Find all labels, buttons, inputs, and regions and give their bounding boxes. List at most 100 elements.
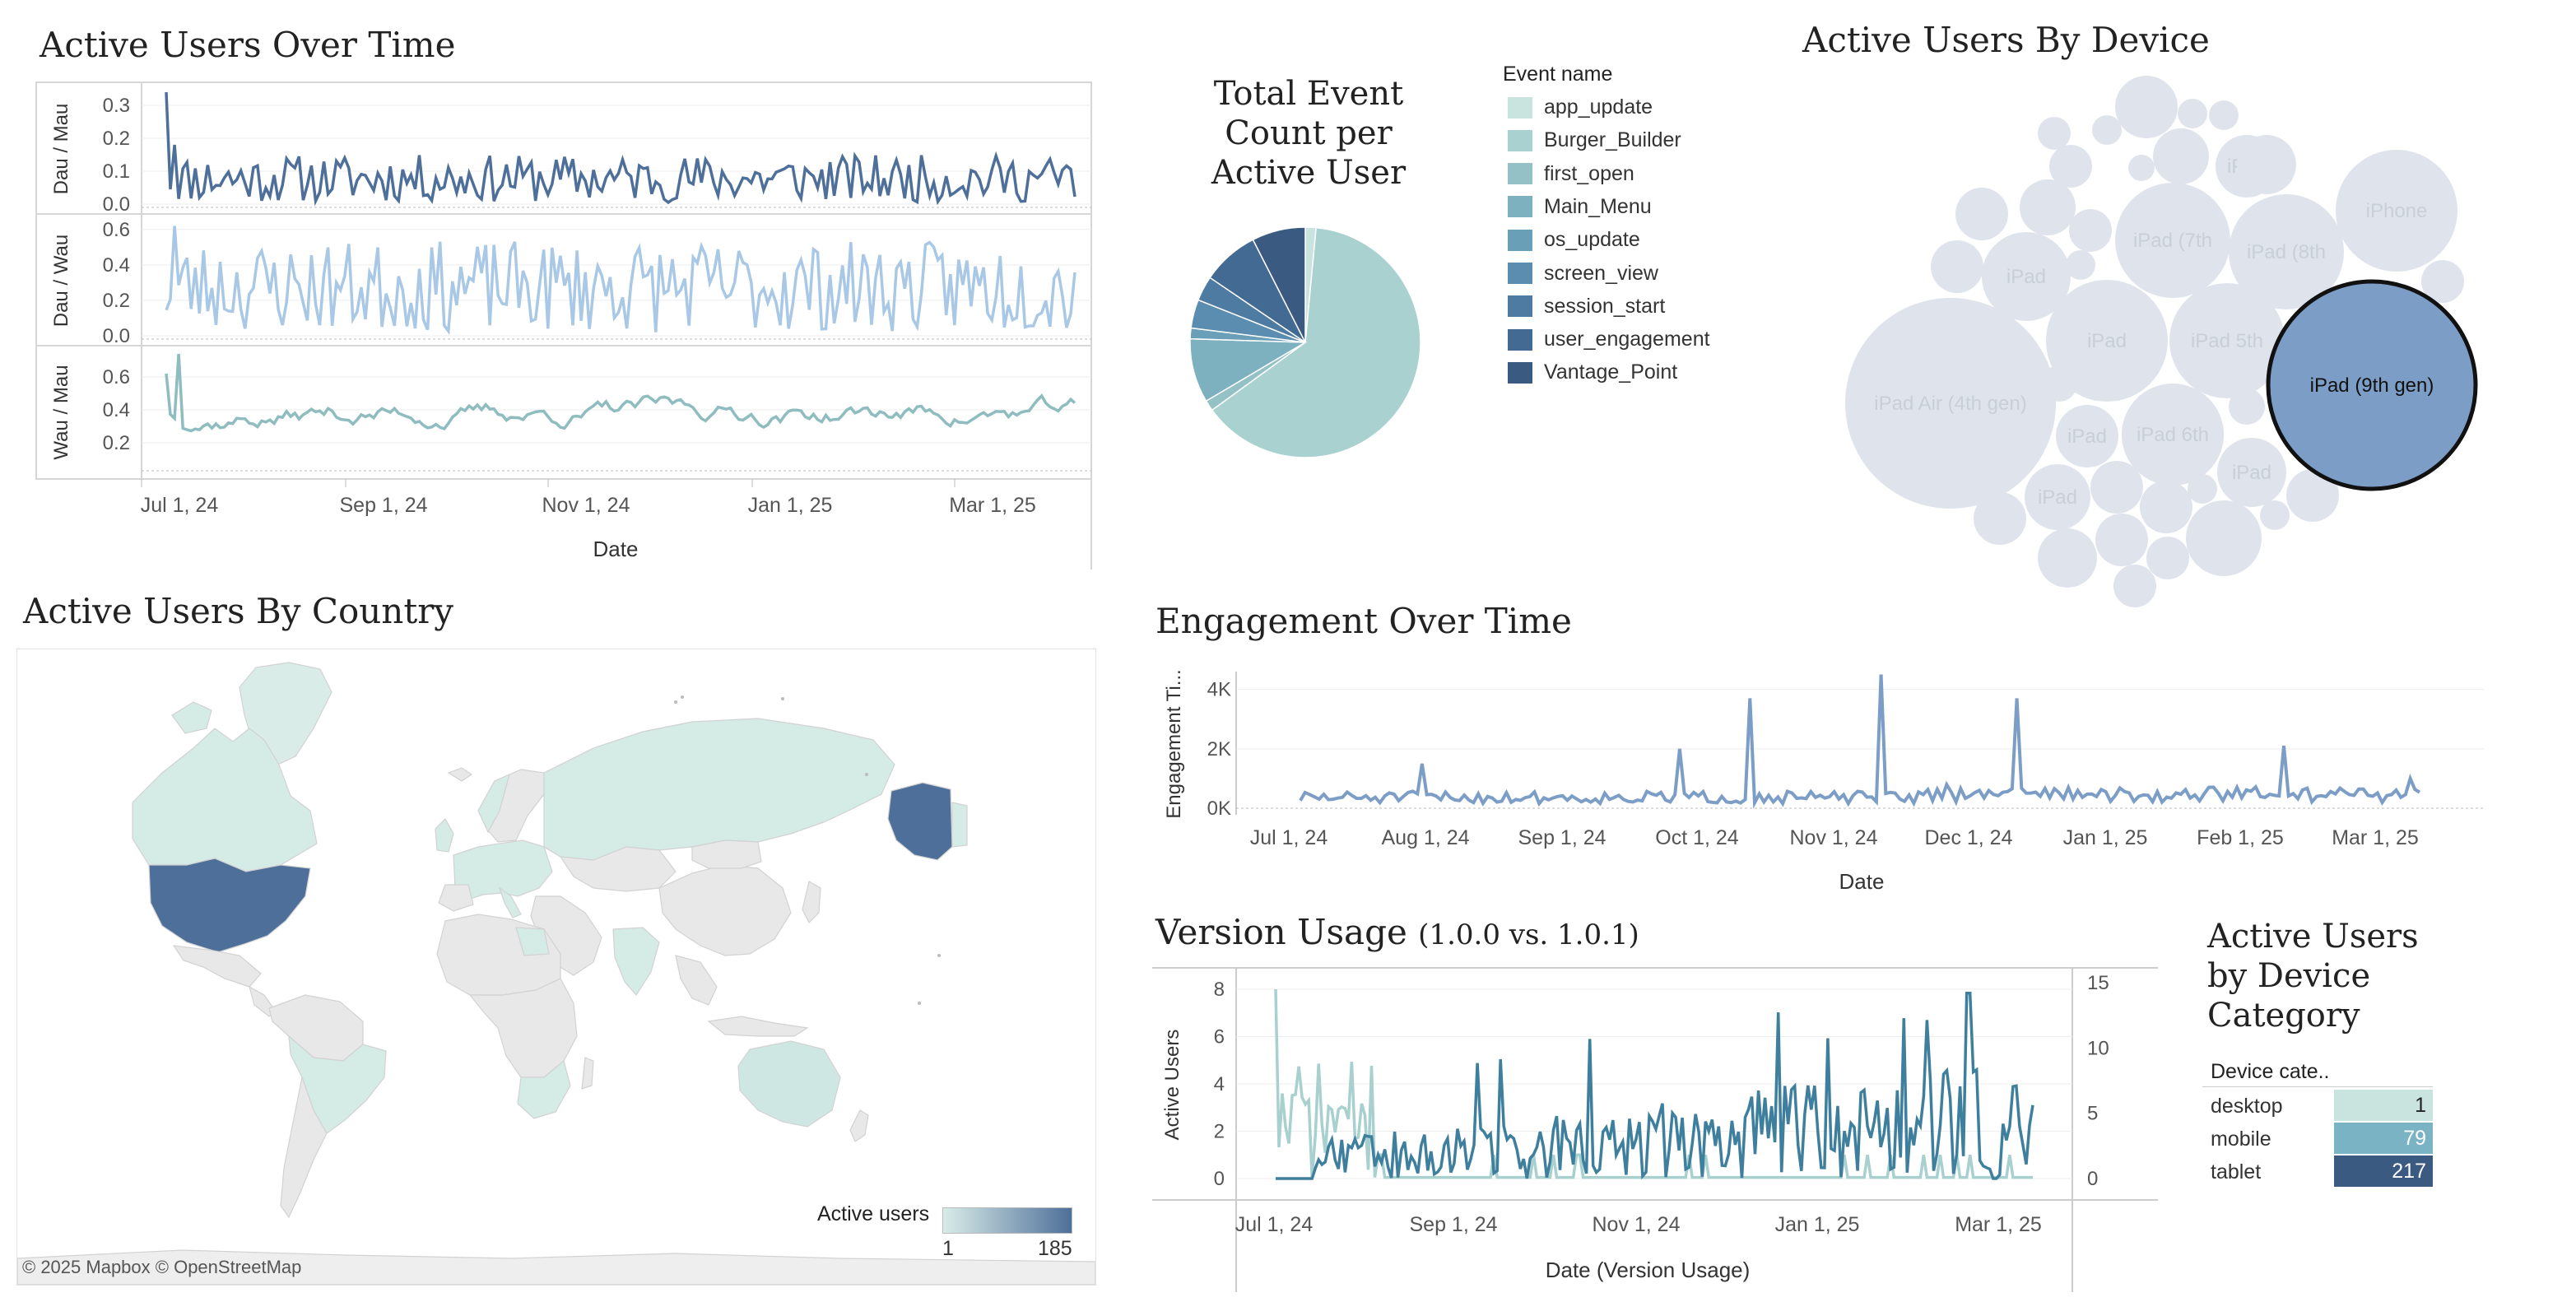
map-region-kazakhstan[interactable] — [559, 846, 677, 892]
bubble[interactable] — [2115, 183, 2230, 298]
bubble[interactable] — [2122, 384, 2224, 486]
map-region-mexico[interactable] — [172, 945, 262, 988]
pie-slice-vantage-point[interactable] — [1252, 226, 1306, 343]
bubble[interactable] — [2025, 464, 2090, 530]
legend-item-screen-view[interactable]: screen_view — [1508, 262, 1658, 286]
map-region-uk[interactable] — [435, 818, 454, 853]
legend-item-first-open[interactable]: first_open — [1508, 162, 1634, 186]
legend-item-session-start[interactable]: session_start — [1508, 295, 1665, 319]
bubble[interactable] — [2049, 145, 2092, 188]
bubble[interactable] — [1955, 188, 2008, 240]
map-region-south-america-south[interactable] — [280, 1075, 328, 1219]
active-users-over-time-chart[interactable]: Dau / Mau 0.3 0.2 0.1 0.0 Dau / Wau 0.6 0.4 0.2 0… — [0, 66, 1119, 576]
bubble[interactable] — [2229, 388, 2265, 425]
map-region-egypt[interactable] — [515, 927, 550, 956]
bubble[interactable] — [2113, 565, 2156, 607]
device-category-header[interactable]: Device cate.. — [2211, 1060, 2330, 1083]
au-ylabel: Wau / Mau — [50, 365, 72, 459]
bubble[interactable] — [2115, 76, 2178, 138]
legend-item-main-menu[interactable]: Main_Menu — [1508, 195, 1652, 219]
bubble[interactable] — [2038, 528, 2097, 588]
device-category-label-tablet[interactable]: tablet — [2211, 1160, 2262, 1183]
bubble[interactable] — [2209, 100, 2239, 130]
bubble[interactable] — [2020, 179, 2076, 235]
bubble[interactable] — [2090, 461, 2143, 514]
map-region-alaska[interactable] — [887, 782, 953, 861]
bubble[interactable] — [2169, 283, 2285, 398]
au-series-line[interactable] — [165, 91, 1076, 207]
bubble[interactable] — [2186, 500, 2262, 576]
au-series-line[interactable] — [165, 353, 1076, 433]
map-region-canadian-islands[interactable] — [171, 701, 212, 734]
device-category-value-desktop[interactable]: 1 — [2334, 1090, 2433, 1121]
bubble[interactable] — [2217, 438, 2286, 507]
map-region-norway-west[interactable] — [477, 773, 510, 834]
world-map[interactable] — [17, 649, 1095, 1285]
map-region-india[interactable] — [612, 927, 660, 996]
engagement-over-time-chart[interactable]: 4K 2K 0K Engagement Ti... Jul 1, 24 Aug 1, 24… — [1152, 650, 2502, 905]
device-category-label-mobile[interactable]: mobile — [2211, 1128, 2271, 1151]
map-region-madagascar[interactable] — [581, 1057, 594, 1090]
bubble-highlighted[interactable] — [2266, 279, 2478, 491]
bubble[interactable] — [2038, 117, 2071, 150]
map-region-alaska-west[interactable] — [951, 802, 968, 848]
eng-series-line[interactable] — [1299, 674, 2421, 809]
bubble[interactable] — [2092, 115, 2122, 145]
legend-item-user-engagement[interactable]: user_engagement — [1508, 328, 1710, 351]
pie-slice-main-menu[interactable] — [1189, 337, 1308, 402]
map-region-south-africa[interactable] — [517, 1059, 571, 1119]
bubble[interactable] — [2140, 481, 2192, 533]
country-map[interactable]: Active users 1 185 © 2025 Mapbox © OpenS… — [16, 649, 1096, 1286]
bubble[interactable] — [2153, 128, 2209, 184]
map-region-south-america-north[interactable] — [268, 994, 364, 1062]
pie-slice-burger-builder[interactable] — [1211, 226, 1421, 458]
bubble[interactable] — [1931, 240, 1983, 293]
bubble[interactable] — [2056, 405, 2118, 467]
bubble[interactable] — [2421, 260, 2464, 303]
map-region-australia[interactable] — [737, 1040, 841, 1128]
map-region-new-zealand[interactable] — [849, 1109, 869, 1142]
map-region-indonesia[interactable] — [707, 1016, 809, 1037]
map-region-iceland[interactable] — [447, 767, 473, 782]
map-region-china[interactable] — [658, 864, 792, 956]
legend-item-burger-builder[interactable]: Burger_Builder — [1508, 128, 1681, 152]
ver-series-1-0-0[interactable] — [1274, 988, 2033, 1179]
event-count-pie-chart[interactable] — [1185, 222, 1432, 469]
map-region-spain[interactable] — [438, 884, 474, 912]
device-category-value-tablet[interactable]: 217 — [2334, 1156, 2433, 1187]
map-region-russia[interactable] — [543, 718, 895, 861]
bubble[interactable] — [2178, 99, 2207, 128]
device-category-value-mobile[interactable]: 79 — [2334, 1123, 2433, 1154]
bubble[interactable] — [1982, 232, 2071, 321]
map-region-antarctica[interactable] — [17, 1249, 1095, 1285]
bubble[interactable] — [2188, 474, 2217, 504]
bubble[interactable] — [2046, 280, 2168, 402]
bubble[interactable] — [2237, 135, 2296, 194]
ver-series-1-0-1[interactable] — [1276, 991, 2034, 1180]
map-region-japan[interactable] — [802, 881, 821, 924]
map-region-united-states[interactable] — [148, 858, 311, 953]
bubble[interactable] — [2260, 500, 2290, 530]
bubble[interactable] — [2066, 250, 2095, 280]
legend-item-os-update[interactable]: os_update — [1508, 228, 1640, 252]
map-attribution[interactable]: © 2025 Mapbox © OpenStreetMap — [22, 1257, 302, 1277]
bubble[interactable] — [1974, 492, 2026, 545]
device-category-label-desktop[interactable]: desktop — [2211, 1095, 2283, 1118]
bubble[interactable] — [2128, 155, 2155, 181]
map-region-italy[interactable] — [498, 886, 522, 918]
device-bubble-chart[interactable]: iPad Air (4th gen) iPhone iPad (7th iPad (8… — [1794, 66, 2502, 625]
bubble[interactable] — [2229, 194, 2344, 309]
map-region-se-asia[interactable] — [675, 955, 718, 1006]
au-series-line[interactable] — [165, 226, 1076, 336]
bubble[interactable] — [1845, 298, 2056, 509]
bubble[interactable] — [2041, 365, 2077, 402]
bubble[interactable] — [2146, 537, 2189, 579]
legend-item-app-update[interactable]: app_update — [1508, 95, 1653, 119]
bubble[interactable] — [2069, 209, 2112, 252]
bubble[interactable] — [2336, 150, 2457, 272]
bubble[interactable] — [2286, 469, 2339, 522]
bubble[interactable] — [2095, 514, 2148, 566]
legend-item-vantage-point[interactable]: Vantage_Point — [1508, 360, 1677, 384]
map-region-mongolia[interactable] — [691, 839, 762, 869]
